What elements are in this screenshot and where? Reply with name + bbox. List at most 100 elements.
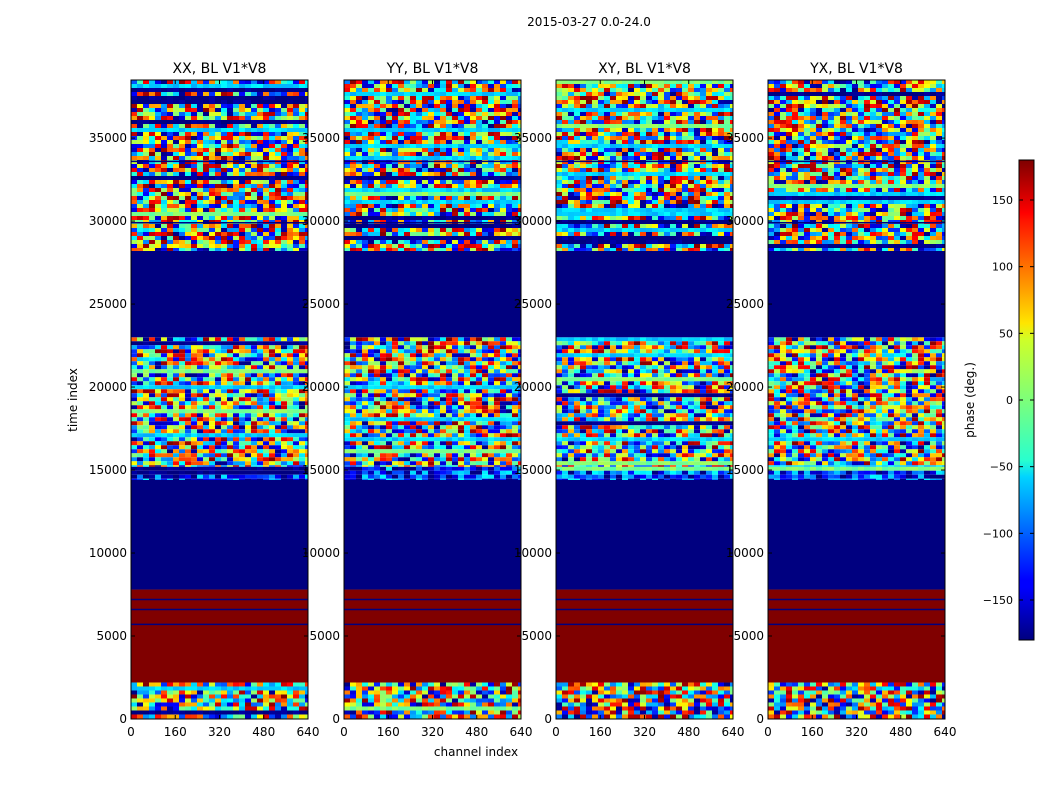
heat-cell xyxy=(488,96,494,100)
heat-cell xyxy=(416,156,422,160)
heat-cell xyxy=(293,686,299,691)
heat-cell xyxy=(488,405,494,410)
heat-cell xyxy=(350,401,356,406)
heat-cell xyxy=(494,176,500,180)
heat-cell xyxy=(428,425,434,430)
heat-cell xyxy=(440,345,446,350)
heat-cell xyxy=(167,172,173,176)
heat-cell xyxy=(155,84,161,88)
heat-cell xyxy=(392,104,398,108)
heat-cell xyxy=(227,397,233,402)
heat-cell xyxy=(155,373,161,378)
heat-cell xyxy=(374,140,380,144)
heat-cell xyxy=(464,461,470,466)
heat-cell xyxy=(167,694,173,699)
heat-cell xyxy=(239,461,245,466)
heat-cell xyxy=(245,104,251,108)
heat-cell xyxy=(299,168,305,172)
heat-cell xyxy=(155,148,161,152)
heat-cell xyxy=(458,108,464,112)
heat-cell xyxy=(287,192,293,196)
heat-cell xyxy=(161,248,167,251)
heat-cell xyxy=(305,228,308,232)
heat-cell xyxy=(440,140,446,144)
heat-cell xyxy=(488,353,494,358)
heat-cell xyxy=(422,349,428,354)
heat-cell xyxy=(512,156,518,160)
heat-cell xyxy=(464,100,470,104)
heat-cell xyxy=(410,478,416,480)
heat-cell xyxy=(500,120,506,124)
heat-cell xyxy=(293,216,299,220)
heat-cell xyxy=(191,457,197,462)
heat-cell xyxy=(452,698,458,703)
heat-cell xyxy=(239,92,245,96)
heat-cell xyxy=(185,152,191,156)
heat-cell xyxy=(476,714,482,719)
heat-cell xyxy=(368,116,374,120)
heat-cell xyxy=(416,80,422,84)
heat-cell xyxy=(404,393,410,398)
heat-cell xyxy=(392,453,398,458)
heat-cell xyxy=(458,405,464,410)
heat-cell xyxy=(344,156,350,160)
heat-cell xyxy=(131,112,137,116)
heat-cell xyxy=(386,120,392,124)
heat-cell xyxy=(209,188,215,192)
heat-cell xyxy=(143,100,149,104)
heat-cell xyxy=(263,176,269,180)
heat-cell xyxy=(398,176,404,180)
heat-cell xyxy=(215,466,221,471)
heat-cell xyxy=(410,690,416,695)
heat-cell xyxy=(269,369,275,374)
heat-cell xyxy=(398,164,404,168)
heat-cell xyxy=(287,393,293,398)
panel-title: XX, BL V1*V8 xyxy=(173,61,267,77)
heat-cell xyxy=(161,385,167,390)
heat-cell xyxy=(446,156,452,160)
heat-cell xyxy=(143,208,149,212)
heat-cell xyxy=(143,474,149,479)
heat-cell xyxy=(305,401,308,406)
heat-cell xyxy=(251,453,257,458)
heat-cell xyxy=(155,152,161,156)
heat-cell xyxy=(422,80,428,84)
heat-cell xyxy=(215,465,221,467)
heat-cell xyxy=(257,453,263,458)
heat-cell xyxy=(281,108,287,112)
heat-cell xyxy=(452,361,458,366)
heat-cell xyxy=(458,417,464,422)
heat-cell xyxy=(245,228,251,232)
heat-cell xyxy=(404,694,410,699)
heat-cell xyxy=(386,682,392,687)
heat-cell xyxy=(506,690,512,695)
heat-cell xyxy=(488,128,494,132)
heat-cell xyxy=(191,401,197,406)
heat-cell xyxy=(203,180,209,184)
heat-cell xyxy=(275,192,281,196)
heat-cell xyxy=(251,441,257,446)
heat-cell xyxy=(518,349,521,354)
heat-cell xyxy=(263,180,269,184)
heat-cell xyxy=(374,144,380,148)
heat-cell xyxy=(482,349,488,354)
heat-cell xyxy=(191,357,197,362)
heat-cell xyxy=(191,132,197,136)
heat-cell xyxy=(155,108,161,112)
heat-cell xyxy=(386,128,392,132)
heat-cell xyxy=(482,124,488,128)
heat-cell xyxy=(191,385,197,390)
heat-cell xyxy=(452,405,458,410)
heat-cell xyxy=(416,132,422,136)
heat-cell xyxy=(161,172,167,176)
heat-cell xyxy=(356,176,362,180)
heat-cell xyxy=(197,128,203,132)
heat-cell xyxy=(263,357,269,362)
heat-cell xyxy=(215,136,221,140)
heat-cell xyxy=(185,466,191,471)
heat-cell xyxy=(356,136,362,140)
heat-cell xyxy=(173,140,179,144)
heat-cell xyxy=(518,80,521,84)
heat-cell xyxy=(251,478,257,480)
heat-cell xyxy=(173,124,179,128)
